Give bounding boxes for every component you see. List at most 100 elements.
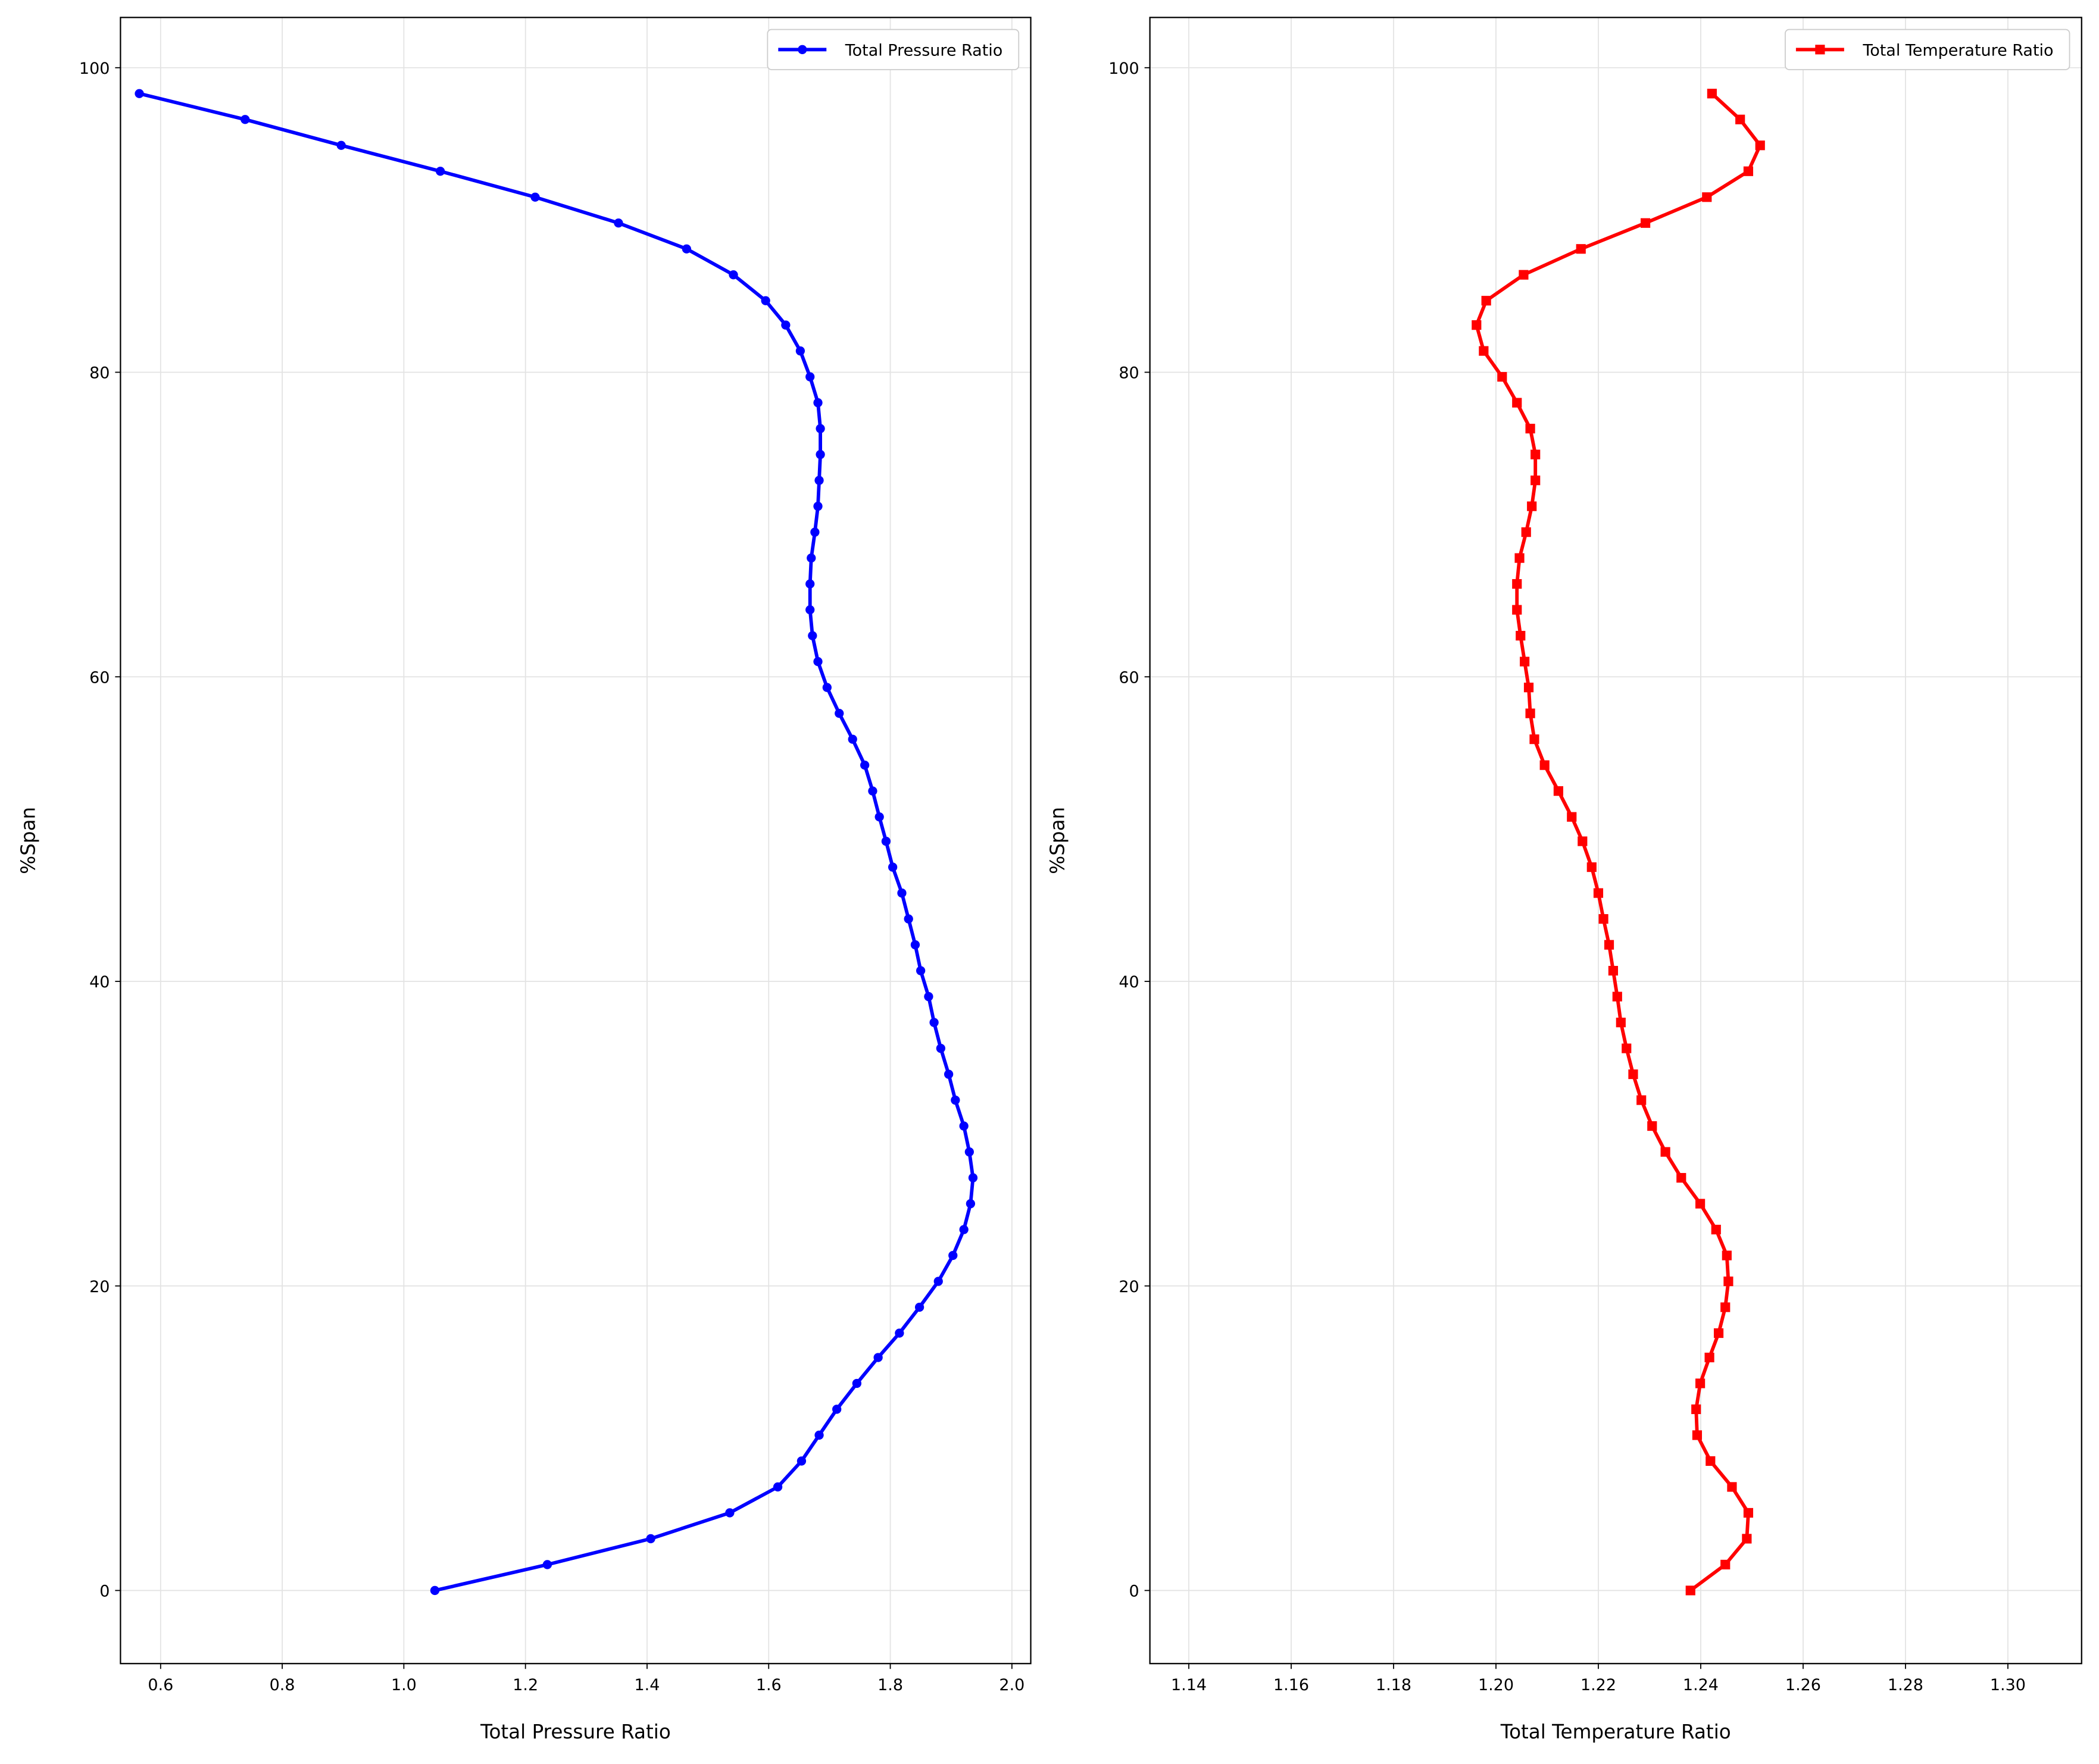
x-tick-label: 1.20 [1478, 1676, 1514, 1694]
x-tick-label: 2.0 [999, 1676, 1024, 1694]
legend-label: Total Temperature Ratio [1862, 41, 2053, 60]
marker [430, 1585, 440, 1596]
marker [1628, 1069, 1638, 1080]
x-tick-label: 1.18 [1376, 1676, 1411, 1694]
marker [336, 140, 346, 150]
marker [814, 1430, 824, 1440]
marker [805, 605, 815, 615]
marker [874, 812, 884, 822]
x-tick-label: 1.26 [1785, 1676, 1821, 1694]
marker [914, 1302, 924, 1312]
marker [951, 1095, 960, 1105]
y-tick-label: 20 [89, 1278, 110, 1296]
x-tick-label: 1.30 [1990, 1676, 2026, 1694]
marker [1514, 553, 1525, 563]
marker [860, 760, 870, 770]
marker [1647, 1121, 1657, 1131]
x-tick-label: 1.2 [513, 1676, 538, 1694]
marker [797, 1456, 807, 1466]
marker [646, 1534, 655, 1544]
marker [1691, 1404, 1701, 1415]
y-tick-label: 80 [89, 364, 110, 383]
marker [1755, 140, 1765, 151]
marker [966, 1199, 976, 1209]
marker [881, 836, 891, 846]
legend: Total Pressure Ratio [767, 29, 1020, 70]
marker [873, 1353, 883, 1362]
marker [964, 1147, 974, 1157]
marker [810, 527, 820, 537]
x-tick-label: 0.6 [148, 1676, 173, 1694]
x-tick-label: 1.22 [1581, 1676, 1616, 1694]
x-tick-label: 0.8 [270, 1676, 295, 1694]
marker [682, 244, 692, 254]
marker [1727, 1482, 1737, 1492]
marker [924, 992, 933, 1002]
y-tick-label: 100 [79, 60, 110, 78]
marker [542, 1560, 552, 1569]
x-axis-label: Total Temperature Ratio [1500, 1721, 1731, 1743]
marker [1521, 527, 1531, 537]
marker [816, 450, 825, 459]
marker [1711, 1224, 1721, 1235]
marker [816, 424, 825, 433]
marker [1640, 218, 1651, 228]
marker [1622, 1043, 1632, 1053]
marker [868, 786, 877, 796]
marker [1520, 656, 1530, 667]
marker [1612, 992, 1622, 1002]
marker [968, 1173, 978, 1183]
marker [1707, 89, 1717, 99]
marker [1704, 1352, 1714, 1363]
marker [1608, 965, 1619, 976]
plot-area [1472, 89, 1765, 1596]
x-tick-label: 1.4 [635, 1676, 660, 1694]
legend-label: Total Pressure Ratio [845, 41, 1003, 60]
y-tick-label: 0 [1129, 1582, 1139, 1601]
chart-panel: 0.6 0.8 1.0 1.2 1.4 1.6 1.8 2.0 0 20 40 60 80 100 Tota… [17, 17, 1032, 1743]
chart-panel: 1.14 1.16 1.18 1.20 1.22 1.24 1.26 1.28 1.30 0 20 4… [1047, 17, 2082, 1743]
y-axis-label: %Span [17, 807, 39, 874]
marker [933, 1277, 943, 1286]
marker [1527, 501, 1537, 511]
marker [1636, 1095, 1647, 1105]
marker [835, 708, 844, 718]
marker [807, 553, 816, 563]
marker [135, 89, 144, 98]
x-tick-label: 1.24 [1683, 1676, 1719, 1694]
marker [848, 734, 857, 744]
marker [1660, 1147, 1670, 1157]
marker [1576, 244, 1586, 254]
marker [1720, 1302, 1731, 1312]
marker [1723, 1276, 1733, 1287]
x-tick-label: 1.6 [756, 1676, 782, 1694]
marker [729, 270, 738, 280]
legend-marker [798, 45, 807, 54]
marker [436, 167, 445, 176]
y-tick-label: 20 [1119, 1278, 1139, 1296]
marker [888, 862, 898, 872]
marker [959, 1121, 969, 1131]
marker [948, 1250, 958, 1261]
marker [1706, 1456, 1716, 1466]
marker [1685, 1585, 1695, 1596]
legend-frame [767, 29, 1020, 70]
marker [773, 1482, 783, 1492]
legend: Total Temperature Ratio [1785, 29, 2070, 70]
marker [1720, 1559, 1731, 1570]
marker [1586, 862, 1597, 872]
marker [813, 398, 823, 408]
marker [1512, 398, 1522, 408]
marker [1695, 1378, 1706, 1388]
marker [1512, 605, 1522, 615]
marker [1743, 166, 1754, 176]
marker [795, 346, 805, 356]
y-tick-label: 100 [1108, 60, 1139, 78]
marker [761, 296, 770, 305]
marker [1567, 812, 1577, 822]
marker [1692, 1430, 1703, 1440]
axes-frame [1149, 17, 2082, 1665]
marker [904, 914, 913, 924]
marker [1512, 579, 1522, 589]
